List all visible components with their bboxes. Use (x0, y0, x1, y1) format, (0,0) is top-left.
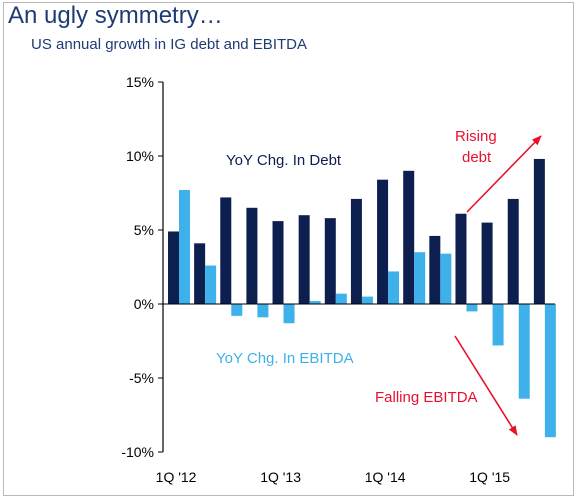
chart-frame (3, 2, 574, 496)
debt-bar-13 (481, 222, 493, 304)
ebitda-bar-11 (440, 253, 452, 304)
debt-bar-1 (168, 231, 179, 304)
ebitda-bar-7 (335, 293, 347, 304)
y-tick-label: -10% (121, 444, 154, 460)
debt-series-label: YoY Chg. In Debt (226, 152, 342, 169)
ebitda-bar-12 (466, 304, 478, 312)
ebitda-bar-3 (231, 304, 243, 316)
x-tick-label: 1Q '13 (260, 469, 301, 485)
debt-bar-12 (455, 213, 467, 304)
debt-bar-9 (377, 179, 389, 304)
ebitda-bar-10 (414, 252, 426, 304)
ebitda-bar-14 (518, 304, 530, 399)
ebitda-bar-1 (179, 190, 190, 304)
debt-bar-7 (324, 218, 336, 304)
ebitda-bar-8 (361, 296, 373, 304)
ebitda-series-label: YoY Chg. In EBITDA (216, 350, 354, 367)
y-tick-label: 5% (134, 222, 154, 238)
ebitda-bar-4 (257, 304, 269, 318)
debt-bar-3 (220, 197, 232, 304)
debt-bar-8 (350, 198, 362, 304)
ebitda-bar-5 (283, 304, 295, 324)
x-tick-label: 1Q '14 (365, 469, 406, 485)
debt-bar-4 (246, 207, 258, 304)
y-tick-label: 10% (126, 148, 154, 164)
falling-ebitda-label: Falling EBITDA (375, 389, 478, 406)
x-tick-label: 1Q '12 (156, 469, 197, 485)
ebitda-bar-9 (388, 271, 400, 304)
debt-bar-6 (298, 215, 310, 304)
y-tick-label: 15% (126, 74, 154, 90)
chart-title: An ugly symmetry… (8, 2, 223, 29)
debt-bar-14 (507, 198, 519, 304)
y-tick-label: 0% (134, 296, 154, 312)
debt-bar-5 (272, 221, 284, 304)
debt-bar-15 (533, 158, 545, 304)
ebitda-bar-15 (544, 304, 556, 438)
ebitda-bar-13 (492, 304, 504, 346)
chart-subtitle: US annual growth in IG debt and EBITDA (31, 36, 307, 53)
ebitda-bar-2 (205, 265, 217, 304)
debt-bar-10 (403, 170, 415, 304)
y-tick-label: -5% (129, 370, 154, 386)
x-tick-label: 1Q '15 (469, 469, 510, 485)
rising-debt-label-line2: debt (462, 149, 492, 166)
falling-ebitda-arrow (454, 335, 518, 436)
debt-bar-2 (194, 243, 206, 304)
rising-debt-arrow (466, 135, 542, 213)
rising-debt-label-line1: Rising (455, 128, 497, 145)
ebitda-bar-6 (309, 301, 321, 304)
debt-bar-11 (429, 235, 441, 304)
